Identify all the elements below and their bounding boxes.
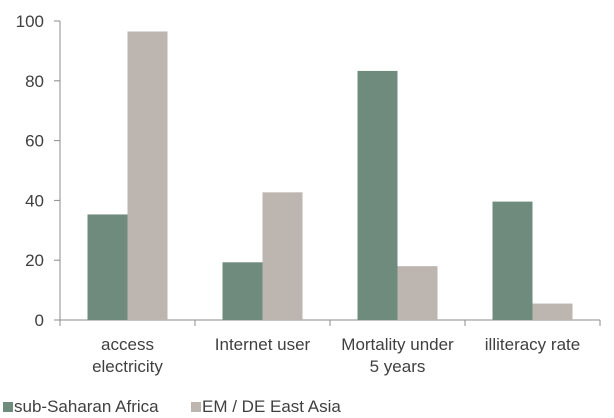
- legend-swatch: [191, 402, 201, 412]
- legend-label: sub-Saharan Africa: [14, 397, 159, 416]
- bar-em-de-east-asia: [397, 266, 438, 320]
- bar-em-de-east-asia: [127, 31, 168, 321]
- bar-sub-saharan-africa: [222, 262, 263, 320]
- legend: sub-Saharan Africa EM / DE East Asia: [3, 397, 341, 416]
- bar-em-de-east-asia: [262, 192, 303, 320]
- legend-swatch: [3, 402, 13, 412]
- x-tick-label: Mortality under: [341, 335, 454, 354]
- bar-em-de-east-asia: [532, 303, 573, 320]
- bar-sub-saharan-africa: [357, 70, 398, 320]
- x-tick-label: electricity: [92, 357, 163, 376]
- y-tick-label: 100: [16, 12, 44, 31]
- bar-sub-saharan-africa: [492, 201, 533, 320]
- x-tick-label: Internet user: [215, 335, 311, 354]
- y-tick-label: 60: [25, 132, 44, 151]
- x-tick-label: 5 years: [370, 357, 426, 376]
- y-axis: 0 20 40 60 80 100: [16, 12, 61, 330]
- y-tick-label: 20: [25, 251, 44, 270]
- bars: [87, 31, 573, 321]
- y-tick-label: 0: [35, 311, 44, 330]
- x-axis: access electricity Internet user Mortality …: [59, 319, 601, 376]
- bar-sub-saharan-africa: [87, 214, 128, 320]
- x-tick-label: illiteracy rate: [485, 335, 580, 354]
- legend-label: EM / DE East Asia: [202, 397, 341, 416]
- x-tick-label: access: [101, 335, 154, 354]
- y-tick-label: 40: [25, 191, 44, 210]
- y-tick-label: 80: [25, 72, 44, 91]
